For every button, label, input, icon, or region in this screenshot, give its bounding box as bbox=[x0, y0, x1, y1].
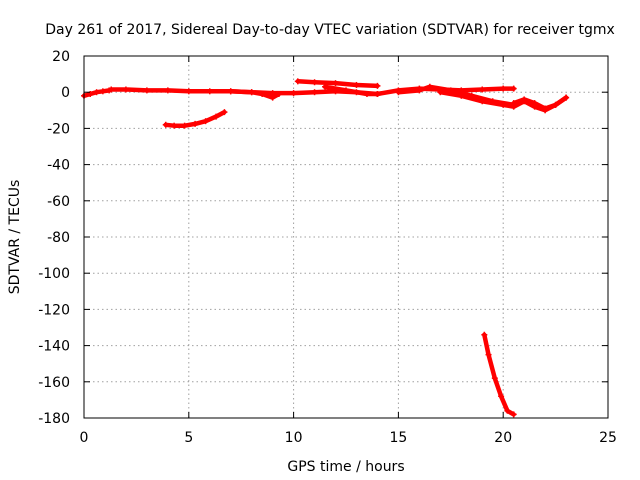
y-tick-label: 20 bbox=[52, 49, 70, 65]
data-point bbox=[93, 89, 100, 96]
y-tick-label: -60 bbox=[47, 194, 70, 210]
tick-marks bbox=[83, 55, 609, 419]
data-point bbox=[311, 79, 318, 86]
grid bbox=[84, 56, 608, 418]
data-point bbox=[227, 88, 234, 95]
y-tick-label: -140 bbox=[38, 339, 70, 355]
series-arc-6 bbox=[322, 84, 380, 97]
x-axis-title: GPS time / hours bbox=[287, 459, 404, 475]
data-point bbox=[192, 120, 199, 127]
y-tick-label: -160 bbox=[38, 375, 70, 391]
data-point bbox=[311, 89, 318, 96]
data-point bbox=[213, 113, 220, 120]
series-arc-11 bbox=[482, 332, 516, 417]
y-tick-label: -20 bbox=[47, 121, 70, 137]
data-point bbox=[269, 90, 276, 97]
data-point bbox=[510, 85, 517, 92]
x-tick-label: 0 bbox=[80, 430, 89, 446]
series-layer bbox=[81, 78, 570, 418]
data-point bbox=[99, 88, 106, 95]
data-point bbox=[563, 94, 570, 101]
data-point bbox=[206, 88, 213, 95]
x-tick-label: 25 bbox=[599, 430, 617, 446]
y-tick-label: -120 bbox=[38, 302, 70, 318]
data-point bbox=[164, 87, 171, 94]
data-point bbox=[374, 91, 381, 98]
data-point bbox=[426, 83, 433, 90]
data-point bbox=[542, 105, 549, 112]
y-tick-label: -40 bbox=[47, 158, 70, 174]
y-tick-label: -100 bbox=[38, 266, 70, 282]
x-tick-label: 20 bbox=[494, 430, 512, 446]
data-point bbox=[481, 331, 488, 338]
data-point bbox=[479, 86, 486, 93]
chart-title: Day 261 of 2017, Sidereal Day-to-day VTE… bbox=[45, 22, 615, 38]
data-point bbox=[332, 80, 339, 87]
y-axis-title: SDTVAR / TECUs bbox=[7, 180, 23, 295]
data-point bbox=[181, 122, 188, 129]
data-point bbox=[294, 78, 301, 85]
data-point bbox=[363, 91, 370, 98]
data-point bbox=[221, 109, 228, 116]
data-point bbox=[500, 101, 507, 108]
data-point bbox=[343, 87, 349, 94]
data-point bbox=[374, 82, 381, 89]
data-point bbox=[479, 98, 486, 105]
y-tick-label: -80 bbox=[47, 230, 70, 246]
data-point bbox=[485, 351, 492, 358]
x-tick-label: 15 bbox=[389, 430, 407, 446]
data-point bbox=[395, 89, 402, 96]
data-point bbox=[322, 83, 329, 90]
data-point bbox=[458, 92, 465, 99]
data-point bbox=[87, 91, 94, 98]
data-point bbox=[498, 393, 505, 400]
data-point bbox=[521, 96, 528, 103]
y-tick-label: -180 bbox=[38, 411, 70, 427]
data-point bbox=[500, 85, 507, 92]
x-tick-label: 10 bbox=[285, 430, 303, 446]
x-tick-label: 5 bbox=[184, 430, 193, 446]
data-point bbox=[108, 86, 115, 93]
data-point bbox=[185, 88, 192, 95]
x-tick-labels: 0 5 10 15 20 25 bbox=[80, 430, 617, 446]
data-point bbox=[202, 118, 209, 125]
data-point bbox=[171, 122, 178, 129]
data-point bbox=[510, 100, 517, 107]
data-point bbox=[290, 90, 297, 97]
data-point bbox=[122, 86, 129, 93]
data-point bbox=[510, 411, 517, 418]
data-point bbox=[248, 89, 255, 96]
data-point bbox=[416, 87, 423, 94]
data-point bbox=[504, 407, 511, 414]
data-point bbox=[162, 121, 169, 128]
data-point bbox=[552, 101, 559, 108]
data-point bbox=[353, 81, 360, 88]
data-point bbox=[437, 89, 444, 96]
data-point bbox=[491, 375, 498, 382]
data-point bbox=[143, 87, 150, 94]
y-tick-label: 0 bbox=[61, 85, 70, 101]
y-tick-labels: 20 0 -20 -40 -60 -80 -100 -120 -140 -160 -180 bbox=[38, 49, 70, 427]
data-point bbox=[531, 100, 538, 107]
